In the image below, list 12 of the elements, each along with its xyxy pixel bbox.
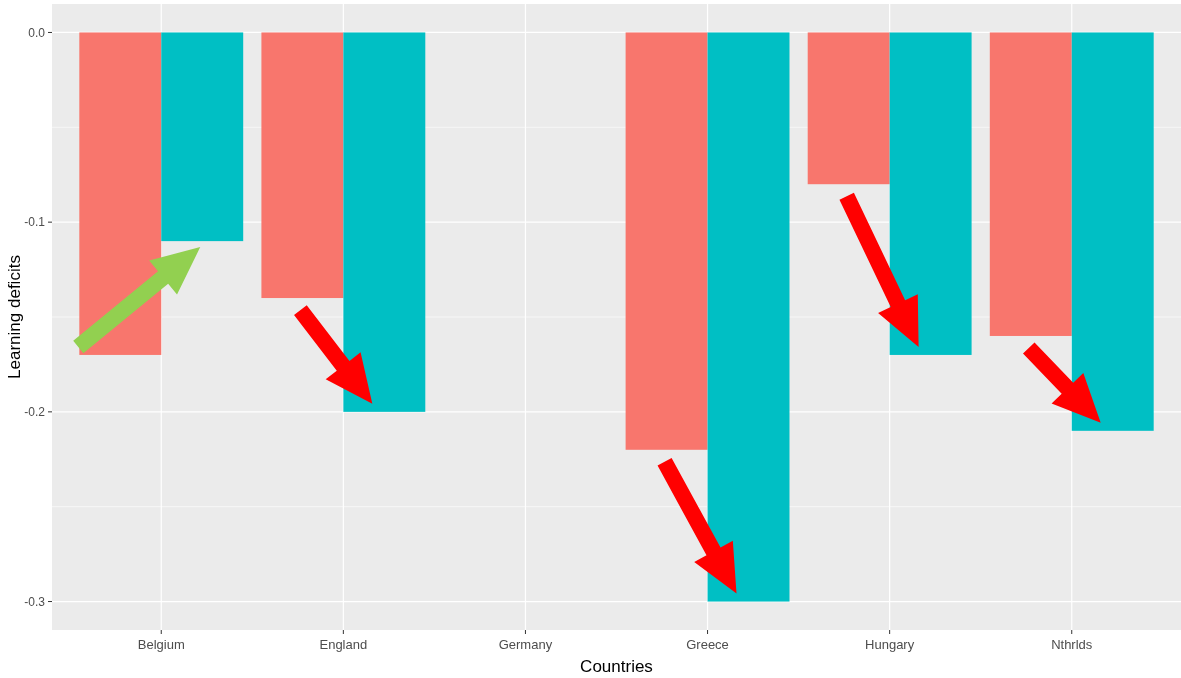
y-tick-label: -0.1	[24, 215, 46, 230]
x-tick-label: Germany	[498, 637, 553, 652]
y-tick-label: -0.3	[24, 594, 46, 609]
x-axis-title: Countries	[580, 657, 653, 676]
y-tick-label: 0.0	[28, 25, 46, 40]
y-tick-label: -0.2	[24, 405, 46, 420]
x-tick-label: Belgium	[137, 637, 185, 652]
x-tick-label: Greece	[686, 637, 729, 652]
x-tick-label: Hungary	[865, 637, 915, 652]
y-axis-title: Learning deficits	[5, 255, 24, 379]
x-tick-label: Nthrlds	[1051, 637, 1093, 652]
x-tick-label: England	[319, 637, 368, 652]
